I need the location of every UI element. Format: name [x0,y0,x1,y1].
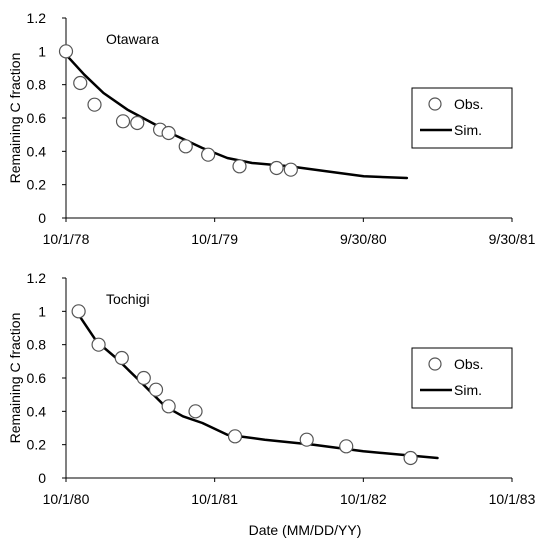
data-point-obs [87,97,102,112]
data-point-obs [283,162,298,177]
y-tick-label: 0.2 [27,437,47,453]
x-axis-title: Date (MM/DD/YY) [249,522,362,538]
x-tick-label: 10/1/82 [340,491,387,507]
x-tick-label: 10/1/78 [43,231,90,247]
y-tick-label: 0.4 [27,403,47,419]
data-point-obs [130,115,145,131]
panel-title: Tochigi [106,291,150,307]
legend-label-obs: Obs. [454,356,484,372]
data-point-obs [114,350,129,366]
y-tick-label: 1.2 [27,10,47,26]
legend-label-obs: Obs. [454,96,484,112]
y-tick-label: 0.6 [27,370,47,386]
legend-box [411,347,513,409]
y-tick-label: 0.8 [27,77,47,93]
x-tick-label: 10/1/80 [43,491,90,507]
y-tick-label: 1.2 [27,270,47,286]
data-point-obs [161,125,176,141]
y-tick-label: 0.6 [27,110,47,126]
legend-marker-obs [428,357,442,371]
x-tick-label: 9/30/80 [340,231,387,247]
y-axis-title: Remaining C fraction [7,313,23,444]
series-line-sim [77,313,439,460]
data-point-obs [232,159,247,174]
legend-label-sim: Sim. [454,122,482,138]
data-point-obs [115,114,131,129]
y-tick-label: 0.8 [27,337,47,353]
x-tick-label: 9/30/81 [489,231,536,247]
chart-panel-otawara: 0 0.2 0.4 0.6 0.8 1 1.2 10/1/78 10/1/79 9/30/80 9/… [7,10,536,247]
y-axis-title: Remaining C fraction [7,53,23,184]
data-point-obs [71,304,86,319]
data-point-obs [188,404,203,419]
y-tick-label: 0.4 [27,143,47,159]
data-point-obs [201,147,216,162]
data-point-obs [91,337,106,352]
y-tick-label: 0.2 [27,177,47,193]
data-point-obs [161,399,176,414]
data-point-obs [339,439,354,454]
data-point-obs [299,432,314,447]
data-point-obs [269,160,284,176]
x-tick-label: 10/1/83 [489,491,536,507]
data-point-obs [148,382,164,397]
data-point-obs [73,75,88,91]
x-tick-label: 10/1/79 [191,231,238,247]
y-tick-label: 0 [38,470,46,486]
y-tick-label: 1 [38,43,46,59]
x-tick-label: 10/1/81 [191,491,238,507]
y-tick-label: 1 [38,303,46,319]
legend-label-sim: Sim. [454,382,482,398]
data-point-obs [58,44,74,59]
data-point-obs [178,139,193,154]
panel-title: Otawara [106,31,159,47]
series-line-sim [64,53,409,180]
legend-box [411,87,513,149]
data-point-obs [403,450,418,466]
y-tick-label: 0 [38,210,46,226]
data-point-obs [227,429,243,444]
legend-marker-obs [428,97,442,111]
data-point-obs [136,370,151,386]
chart-panel-tochigi: 0 0.2 0.4 0.6 0.8 1 1.2 10/1/80 10/1/81 10/1/82 10… [7,270,536,507]
